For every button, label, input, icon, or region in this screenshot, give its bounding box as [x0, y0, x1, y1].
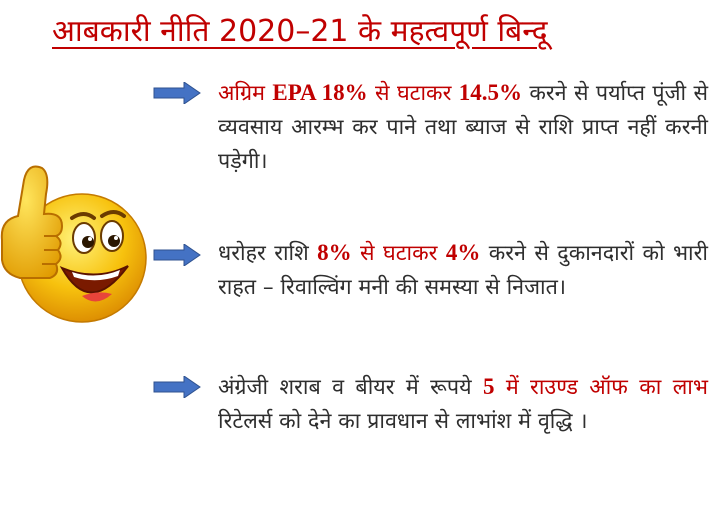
- point-3-part-3: में राउण्ड ऑफ का लाभ: [494, 375, 708, 400]
- point-2-part-4: 4%: [445, 240, 481, 265]
- right-arrow-icon: [153, 244, 201, 266]
- point-1-text: अग्रिम EPA 18% से घटाकर 14.5% करने से पर…: [218, 76, 708, 179]
- point-1-part-1: अग्रिम: [218, 81, 273, 106]
- thumbs-up-smiley-icon: [0, 165, 147, 323]
- point-2-part-2: 8%: [317, 240, 352, 265]
- point-2-part-5: करने से दुकानदारों को भारी राहत – रिवाल्…: [218, 241, 708, 300]
- point-1-part-3: से घटाकर: [367, 81, 459, 106]
- point-2-text: धरोहर राशि 8% से घटाकर 4% करने से दुकानद…: [218, 236, 708, 305]
- point-1-part-5: करने से पर्याप्त पूंजी से व्यवसाय आरम्भ …: [218, 81, 708, 174]
- point-3-part-1: अंग्रेजी शराब व बीयर में रूपये: [218, 375, 483, 400]
- right-arrow-icon: [153, 376, 201, 398]
- point-3-text: अंग्रेजी शराब व बीयर में रूपये 5 में राउ…: [218, 370, 708, 439]
- point-1-part-2: EPA 18%: [272, 80, 368, 105]
- point-3-part-2: 5: [482, 374, 495, 399]
- point-1-part-4: 14.5%: [458, 80, 522, 105]
- point-2-part-1: धरोहर राशि: [218, 241, 318, 266]
- point-2-part-3: से घटाकर: [351, 241, 446, 266]
- point-3-part-4: रिटेलर्स को देने का प्रावधान से लाभांश म…: [218, 409, 588, 434]
- slide-title: आबकारी नीति 2020–21 के महत्वपूर्ण बिन्दू: [52, 14, 548, 49]
- right-arrow-icon: [153, 82, 201, 104]
